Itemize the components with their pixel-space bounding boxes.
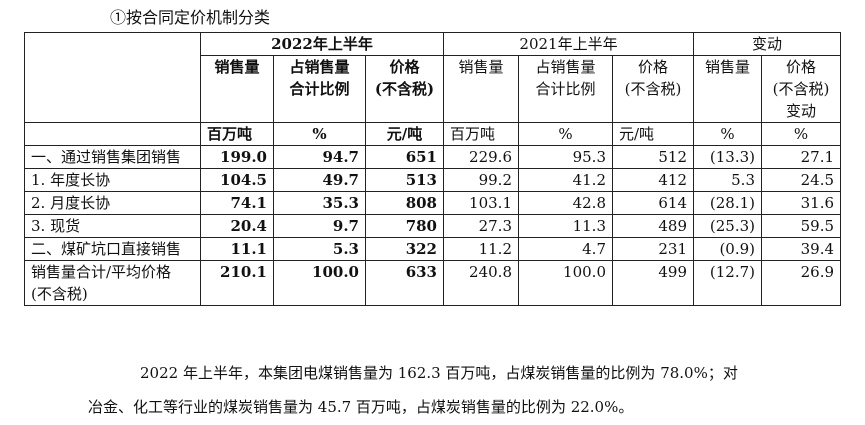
table-cell: 780 <box>365 214 444 238</box>
table-cell: 95.3 <box>518 145 613 169</box>
table-cell: 24.5 <box>760 168 842 192</box>
table-row: 二、煤矿坑口直接销售 11.1 5.3 322 11.2 4.7 231 (0.9) 39.4 <box>24 237 842 261</box>
row-label: 二、煤矿坑口直接销售 <box>24 237 201 261</box>
table-cell: 5.3 <box>273 237 366 261</box>
corner-cell <box>24 32 201 123</box>
table-cell: 231 <box>612 237 694 261</box>
table-cell: 322 <box>365 237 444 261</box>
table-cell: 100.0 <box>273 260 366 306</box>
unit-cell: 元/吨 <box>612 122 694 146</box>
table-cell: 99.2 <box>443 168 519 192</box>
table-cell: 39.4 <box>760 237 842 261</box>
units-label-cell <box>24 122 201 146</box>
table-cell: 199.0 <box>200 145 274 169</box>
section-heading: ①按合同定价机制分类 <box>110 8 271 27</box>
group-header-change: 变动 <box>692 32 842 56</box>
row-label: 1. 年度长协 <box>24 168 201 192</box>
col-header: 价格 (不含税) <box>612 55 694 123</box>
table-cell: (13.3) <box>693 145 762 169</box>
group-header-2021: 2021年上半年 <box>443 32 694 56</box>
table-row: 3. 现货 20.4 9.7 780 27.3 11.3 489 (25.3) 59.5 <box>24 214 842 238</box>
table-cell: (28.1) <box>693 191 762 215</box>
table-cell: 59.5 <box>760 214 842 238</box>
table-cell: 808 <box>365 191 444 215</box>
table-row: 销售量合计/平均价格 (不含税) 210.1 100.0 633 240.8 100.0 49… <box>24 260 842 306</box>
table-cell: 4.7 <box>518 237 613 261</box>
table-cell: 100.0 <box>518 260 613 306</box>
table-cell: 103.1 <box>443 191 519 215</box>
table-cell: 94.7 <box>273 145 366 169</box>
table-cell: 49.7 <box>273 168 366 192</box>
col-header: 占销售量 合计比例 <box>518 55 613 123</box>
table-row: 2. 月度长协 74.1 35.3 808 103.1 42.8 614 (28.1) 31.6 <box>24 191 842 215</box>
col-header: 价格 (不含税) <box>365 55 444 123</box>
unit-cell: 百万吨 <box>443 122 519 146</box>
table-cell: 210.1 <box>200 260 274 306</box>
units-row: 百万吨 % 元/吨 百万吨 % 元/吨 % % <box>24 122 842 146</box>
table-cell: 35.3 <box>273 191 366 215</box>
table-cell: 229.6 <box>443 145 519 169</box>
col-header: 价格 (不含税) 变动 <box>760 55 842 123</box>
col-header: 占销售量 合计比例 <box>273 55 366 123</box>
table-row: 1. 年度长协 104.5 49.7 513 99.2 41.2 412 5.3 24.5 <box>24 168 842 192</box>
table-cell: 9.7 <box>273 214 366 238</box>
table-cell: 651 <box>365 145 444 169</box>
table-cell: 499 <box>612 260 694 306</box>
group-header-row: 2022年上半年 2021年上半年 变动 <box>24 32 842 123</box>
table-cell: 513 <box>365 168 444 192</box>
table-cell: 42.8 <box>518 191 613 215</box>
table-cell: 41.2 <box>518 168 613 192</box>
table-cell: 11.3 <box>518 214 613 238</box>
table-cell: 27.3 <box>443 214 519 238</box>
table-cell: 512 <box>612 145 694 169</box>
column-header-row: 销售量 占销售量 合计比例 价格 (不含税) 销售量 占销售量 合计比例 价格 (不含税… <box>25 55 842 123</box>
sales-table: 2022年上半年 2021年上半年 变动 销售量 占销售量 合计比例 价格 (不含税… <box>24 32 842 306</box>
row-label: 2. 月度长协 <box>24 191 201 215</box>
group-header-2022: 2022年上半年 <box>200 32 444 56</box>
unit-cell: % <box>273 122 366 146</box>
table-cell: 614 <box>612 191 694 215</box>
table-cell: (25.3) <box>693 214 762 238</box>
col-header: 销售量 <box>443 55 519 123</box>
table-row: 一、通过销售集团销售 199.0 94.7 651 229.6 95.3 512 (13.3)… <box>24 145 842 169</box>
unit-cell: 百万吨 <box>200 122 274 146</box>
table-cell: 31.6 <box>760 191 842 215</box>
table-cell: 240.8 <box>443 260 519 306</box>
table-cell: 633 <box>365 260 444 306</box>
col-header: 销售量 <box>200 55 274 123</box>
unit-cell: 元/吨 <box>365 122 444 146</box>
table-cell: 11.1 <box>200 237 274 261</box>
row-label: 3. 现货 <box>24 214 201 238</box>
table-cell: 27.1 <box>760 145 842 169</box>
table-cell: (12.7) <box>693 260 762 306</box>
unit-cell: % <box>693 122 762 146</box>
row-label: 一、通过销售集团销售 <box>24 145 201 169</box>
unit-cell: % <box>760 122 842 146</box>
table-cell: 5.3 <box>693 168 762 192</box>
table-cell: 489 <box>612 214 694 238</box>
table-cell: 104.5 <box>200 168 274 192</box>
summary-paragraph-line-1: 2022 年上半年，本集团电煤销售量为 162.3 百万吨，占煤炭销售量的比例为… <box>140 364 738 382</box>
summary-paragraph-line-2: 冶金、化工等行业的煤炭销售量为 45.7 百万吨，占煤炭销售量的比例为 22.0… <box>88 398 634 416</box>
table-cell: 11.2 <box>443 237 519 261</box>
unit-cell: % <box>518 122 613 146</box>
table-cell: 74.1 <box>200 191 274 215</box>
table-cell: (0.9) <box>693 237 762 261</box>
table-cell: 20.4 <box>200 214 274 238</box>
table-cell: 26.9 <box>760 260 842 306</box>
col-header: 销售量 <box>693 55 762 123</box>
table-cell: 412 <box>612 168 694 192</box>
row-label: 销售量合计/平均价格 (不含税) <box>24 260 201 306</box>
